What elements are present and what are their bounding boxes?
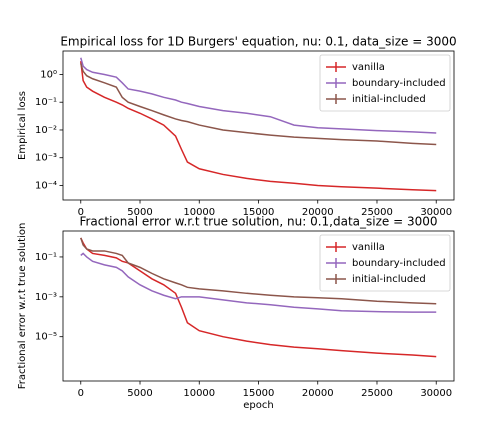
x-tick-label: 5000: [127, 207, 152, 218]
legend-label: vanilla: [352, 62, 385, 73]
x-axis-label: epoch: [243, 400, 273, 411]
x-tick-label: 10000: [183, 388, 215, 399]
legend-label: vanilla: [352, 242, 385, 253]
x-tick-label: 15000: [243, 388, 275, 399]
x-tick-label: 0: [78, 207, 84, 218]
series-line: [80, 63, 437, 146]
series-line: [80, 237, 437, 358]
x-tick-label: 10000: [183, 207, 215, 218]
y-tick-label: 10⁻¹: [35, 252, 57, 263]
x-tick-label: 30000: [420, 388, 452, 399]
series-line: [80, 57, 437, 134]
series-line: [80, 252, 437, 313]
x-tick-label: 30000: [420, 207, 452, 218]
legend-label: boundary-included: [352, 258, 446, 269]
y-tick-label: 10⁻³: [35, 292, 57, 303]
y-tick-label: 10⁻³: [35, 153, 57, 164]
x-tick-label: 15000: [243, 207, 275, 218]
x-tick-label: 25000: [361, 207, 393, 218]
x-tick-label: 20000: [302, 207, 334, 218]
legend-label: initial-included: [352, 94, 426, 105]
series-line: [80, 237, 437, 305]
y-tick-label: 10⁰: [40, 69, 57, 80]
legend-box: [319, 234, 451, 292]
x-tick-label: 25000: [361, 388, 393, 399]
y-tick-label: 10⁻²: [35, 125, 57, 136]
series-line: [80, 61, 437, 192]
chart-title: Empirical loss for 1D Burgers' equation,…: [60, 35, 456, 49]
chart-title: Fractional error w.r.t true solution, nu…: [79, 215, 437, 229]
y-tick-label: 10⁻¹: [35, 97, 57, 108]
legend-label: boundary-included: [352, 78, 446, 89]
y-axis-label: Fractional error w.r.t true solution: [17, 223, 28, 390]
y-tick-label: 10⁻⁴: [35, 180, 57, 191]
legend-label: initial-included: [352, 274, 426, 285]
y-tick-label: 10⁻⁵: [35, 332, 57, 343]
y-axis-label: Empirical loss: [17, 91, 28, 160]
x-tick-label: 20000: [302, 388, 334, 399]
x-tick-label: 0: [78, 388, 84, 399]
x-tick-label: 5000: [127, 388, 152, 399]
legend-box: [319, 54, 451, 112]
